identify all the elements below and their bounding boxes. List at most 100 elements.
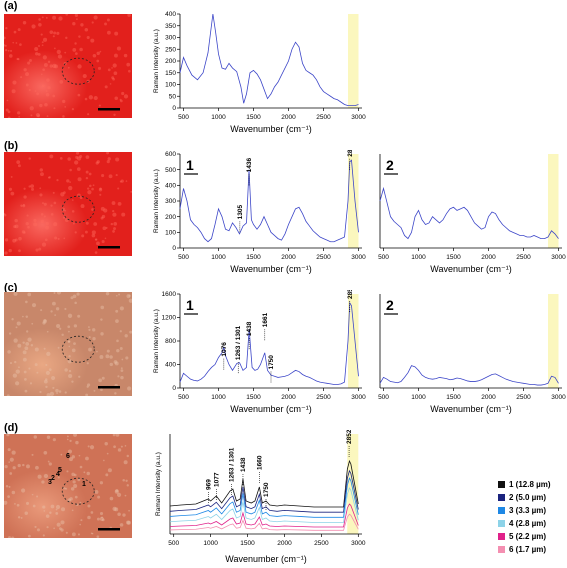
series-line-1 xyxy=(179,301,359,385)
x-tick-label: 1000 xyxy=(411,394,426,401)
legend-label: 4 (2.8 µm) xyxy=(509,519,547,528)
x-tick-label: 1000 xyxy=(211,114,226,121)
panel-label-d: (d) xyxy=(4,422,19,434)
position-marker-2: 2 xyxy=(51,475,55,482)
spectrum-number-label: 1 xyxy=(186,297,194,313)
series-line-4 xyxy=(169,487,359,523)
x-tick-label: 2500 xyxy=(516,394,531,401)
x-tick-label: 1500 xyxy=(240,540,255,547)
scale-bar xyxy=(98,386,120,389)
ch-stretch-highlight xyxy=(348,154,359,248)
legend-swatch xyxy=(498,520,505,527)
peak-label-2: 1263 / 1301 xyxy=(235,325,242,360)
x-axis-label: Wavenumber (cm⁻¹) xyxy=(430,264,511,274)
y-axis-label: Raman Intensity (a.u.) xyxy=(153,309,160,373)
x-tick-label: 500 xyxy=(178,254,189,261)
x-tick-label: 2000 xyxy=(277,540,292,547)
y-tick-label: 400 xyxy=(165,11,176,18)
series-line-1 xyxy=(379,365,559,386)
microscopy-image-a xyxy=(2,12,132,120)
x-tick-label: 3000 xyxy=(351,114,366,121)
x-tick-label: 2500 xyxy=(516,254,531,261)
microscopy-image-c xyxy=(4,290,133,398)
peak-label-5: 1750 xyxy=(268,355,275,370)
y-tick-label: 500 xyxy=(165,167,176,174)
y-axis-label: Raman Intensity (a.u.) xyxy=(155,452,162,516)
y-tick-label: 800 xyxy=(165,338,176,345)
y-tick-label: 400 xyxy=(165,183,176,190)
y-tick-label: 300 xyxy=(165,198,176,205)
panel-label-b: (b) xyxy=(4,140,19,152)
spectrum-chart-c-1: 500 1000 1500 2000 2500 3000 0 400 800 1200 1600 Wa… xyxy=(148,290,366,418)
spectrum-number-label: 1 xyxy=(186,157,194,173)
x-tick-label: 2000 xyxy=(281,394,296,401)
y-tick-label: 400 xyxy=(165,362,176,369)
y-tick-label: 100 xyxy=(165,82,176,89)
peak-label-6: 1750 xyxy=(263,482,270,497)
legend: 1 (12.8 µm) 2 (5.0 µm) 3 (3.3 µm) 4 (2.8 µm… xyxy=(498,478,551,556)
x-tick-label: 500 xyxy=(178,394,189,401)
legend-label: 3 (3.3 µm) xyxy=(509,506,547,515)
legend-swatch xyxy=(498,533,505,540)
peak-label-4: 1661 xyxy=(262,312,269,327)
y-tick-label: 50 xyxy=(169,93,177,100)
y-tick-label: 300 xyxy=(165,35,176,42)
x-tick-label: 500 xyxy=(378,254,389,261)
series-line-1 xyxy=(179,13,359,107)
x-tick-label: 3000 xyxy=(351,540,366,547)
y-tick-label: 200 xyxy=(165,214,176,221)
y-tick-label: 0 xyxy=(172,105,176,112)
x-tick-label: 1500 xyxy=(246,254,261,261)
x-tick-label: 1500 xyxy=(446,254,461,261)
legend-label: 5 (2.2 µm) xyxy=(509,532,547,541)
x-tick-label: 2000 xyxy=(281,254,296,261)
x-axis-label: Wavenumber (cm⁻¹) xyxy=(430,404,511,414)
y-tick-label: 0 xyxy=(172,245,176,252)
y-tick-label: 100 xyxy=(165,230,176,237)
peak-label-3: 1438 xyxy=(246,321,253,336)
spectrum-chart-c-2: 500 1000 1500 2000 2500 3000 Wavenumber (cm⁻¹)… xyxy=(366,290,566,418)
x-tick-label: 2000 xyxy=(281,114,296,121)
legend-label: 2 (5.0 µm) xyxy=(509,493,547,502)
spectrum-chart-b-2: 500 1000 1500 2000 2500 3000 Wavenumber (cm⁻¹)… xyxy=(366,150,566,278)
x-tick-label: 1000 xyxy=(411,254,426,261)
x-tick-label: 2000 xyxy=(481,254,496,261)
cell-outline xyxy=(61,57,95,85)
y-tick-label: 200 xyxy=(165,58,176,65)
x-axis-label: Wavenumber (cm⁻¹) xyxy=(230,264,311,274)
x-tick-label: 500 xyxy=(168,540,179,547)
legend-entry-6: 6 (1.7 µm) xyxy=(498,543,551,556)
cell-outline xyxy=(61,477,95,505)
y-tick-label: 150 xyxy=(165,70,176,77)
y-tick-label: 250 xyxy=(165,46,176,53)
x-axis-label: Wavenumber (cm⁻¹) xyxy=(230,124,311,134)
legend-label: 1 (12.8 µm) xyxy=(509,480,551,489)
cell-outline xyxy=(61,195,95,223)
peak-label-3: 2852 / 2898 xyxy=(347,150,354,157)
legend-entry-5: 5 (2.2 µm) xyxy=(498,530,551,543)
peak-label-5: 1660 xyxy=(256,455,263,470)
scale-bar xyxy=(98,246,120,249)
position-marker-5: 5 xyxy=(58,467,62,474)
legend-swatch xyxy=(498,546,505,553)
legend-label: 6 (1.7 µm) xyxy=(509,545,547,554)
position-marker-1: 1 xyxy=(82,481,86,488)
scale-bar xyxy=(98,528,120,531)
series-line-5 xyxy=(169,503,359,528)
x-tick-label: 2500 xyxy=(316,114,331,121)
peak-label-1: 1076 xyxy=(221,342,228,357)
x-tick-label: 500 xyxy=(378,394,389,401)
x-axis-label: Wavenumber (cm⁻¹) xyxy=(230,404,311,414)
x-tick-label: 1000 xyxy=(211,254,226,261)
ch-stretch-highlight xyxy=(548,154,559,248)
series-line-2 xyxy=(169,469,359,513)
scale-bar xyxy=(98,108,120,111)
peak-label-1: 969 xyxy=(205,479,212,490)
panel-label-c: (c) xyxy=(4,282,18,294)
y-axis-label: Raman Intensity (a.u.) xyxy=(153,29,160,93)
series-line-3 xyxy=(169,477,359,518)
legend-swatch xyxy=(498,507,505,514)
series-line-1 xyxy=(179,159,359,243)
x-tick-label: 3000 xyxy=(551,254,566,261)
y-tick-label: 0 xyxy=(172,385,176,392)
